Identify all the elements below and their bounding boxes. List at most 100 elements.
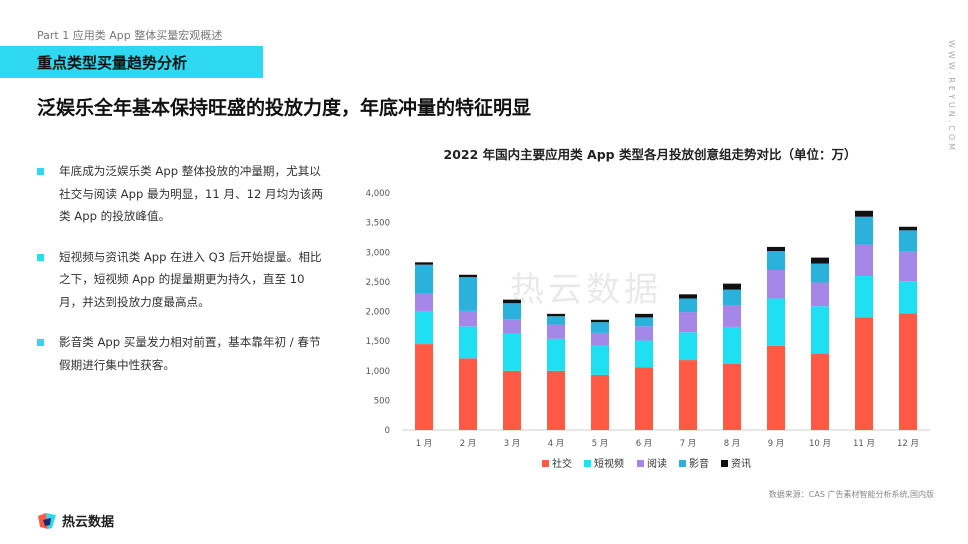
bar-segment — [415, 293, 433, 311]
y-tick-label: 1,000 — [366, 367, 390, 377]
bullet-square-icon — [37, 253, 44, 261]
x-tick-label: 6 月 — [636, 439, 653, 449]
logo: 热云数据 — [37, 511, 114, 530]
bar-segment — [899, 230, 917, 252]
chart-title: 2022 年国内主要应用类 App 类型各月投放创意组走势对比（单位：万） — [443, 147, 857, 162]
bar-segment — [811, 257, 829, 264]
bar-segment — [591, 322, 609, 333]
x-tick-label: 12 月 — [897, 439, 919, 449]
bar-segment — [503, 333, 521, 371]
x-tick-label: 8 月 — [724, 439, 741, 449]
bar-segment — [767, 345, 785, 430]
legend-label: 资讯 — [731, 458, 751, 470]
bar-segment — [811, 306, 829, 354]
y-tick-label: 3,500 — [366, 219, 390, 229]
bar-segment — [547, 313, 565, 317]
bar-segment — [547, 316, 565, 325]
bar-segment — [591, 332, 609, 346]
bullet-square-icon — [37, 339, 44, 346]
x-tick-label: 7 月 — [680, 439, 697, 449]
logo-text: 热云数据 — [62, 515, 115, 530]
bar-segment — [679, 360, 697, 430]
bar-segment — [767, 246, 785, 252]
x-tick-label: 2 月 — [460, 439, 477, 449]
section-title: 重点类型买量趋势分析 — [37, 54, 188, 72]
x-tick-label: 3 月 — [504, 439, 521, 449]
bullet-item: 年底成为泛娱乐类 App 整体投放的冲量期，尤其以社交与阅读 App 最为明显，… — [37, 160, 327, 228]
logo-icon — [38, 512, 56, 529]
bar-segment — [547, 370, 565, 430]
bar-segment — [459, 310, 477, 327]
bar-segment — [679, 294, 697, 299]
legend-label: 阅读 — [647, 457, 667, 470]
bar-segment — [679, 312, 697, 333]
bar-segment — [591, 319, 609, 323]
bar-segment — [723, 304, 741, 327]
bar-segment — [855, 275, 873, 318]
legend-label: 短视频 — [594, 457, 624, 470]
y-tick-label: 0 — [385, 426, 390, 436]
bar-segment — [899, 251, 917, 282]
watermark: 热云数据 — [510, 270, 662, 310]
bar-segment — [723, 326, 741, 364]
bar-segment — [415, 264, 433, 294]
bar-segment — [767, 298, 785, 346]
bullet-square-icon — [37, 168, 44, 175]
legend-swatch — [721, 460, 728, 467]
bar-segment — [855, 216, 873, 245]
bar-segment — [899, 281, 917, 314]
bar-segment — [899, 313, 917, 430]
bullet-text: 短视频与资讯类 App 在进入 Q3 后开始提量。相比之下，短视频 App 的提… — [59, 249, 322, 309]
bar-segment — [855, 210, 873, 217]
bullet-item: 影音类 App 买量发力相对前置，基本靠年初 / 春节假期进行集中性获客。 — [37, 331, 327, 376]
bar-segment — [591, 374, 609, 430]
bar-segment — [635, 340, 653, 368]
bar-segment — [635, 326, 653, 341]
legend-swatch — [584, 460, 591, 467]
bullet-list: 年底成为泛娱乐类 App 整体投放的冲量期，尤其以社交与阅读 App 最为明显，… — [37, 160, 327, 394]
x-tick-label: 1 月 — [416, 439, 433, 449]
y-tick-label: 4,000 — [366, 189, 390, 199]
x-tick-label: 5 月 — [592, 439, 609, 449]
x-tick-label: 11 月 — [853, 439, 875, 449]
legend-swatch — [542, 460, 549, 467]
bar-segment — [591, 345, 609, 375]
part-label: Part 1 应用类 App 整体买量宏观概述 — [37, 29, 223, 42]
bar-segment — [415, 262, 433, 265]
bullet-text: 年底成为泛娱乐类 App 整体投放的冲量期，尤其以社交与阅读 App 最为明显，… — [59, 164, 323, 223]
bar-segment — [767, 251, 785, 271]
bar-segment — [855, 244, 873, 276]
bar-segment — [679, 298, 697, 313]
bar-segment — [459, 326, 477, 359]
y-tick-label: 1,500 — [366, 337, 390, 347]
bar-segment — [415, 344, 433, 430]
bar-segment — [415, 310, 433, 345]
x-tick-label: 10 月 — [809, 439, 831, 449]
bar-segment — [547, 338, 565, 371]
bar-segment — [459, 358, 477, 430]
y-tick-label: 3,000 — [366, 248, 390, 258]
x-tick-label: 9 月 — [768, 439, 785, 449]
legend-swatch — [679, 460, 686, 467]
bar-segment — [459, 274, 477, 278]
headline: 泛娱乐全年基本保持旺盛的投放力度，年底冲量的特征明显 — [37, 97, 532, 119]
bar-segment — [723, 289, 741, 305]
bar-segment — [811, 282, 829, 307]
bullet-text: 影音类 App 买量发力相对前置，基本靠年初 / 春节假期进行集中性获客。 — [59, 335, 321, 372]
bar-segment — [811, 263, 829, 283]
bar-segment — [811, 353, 829, 430]
bar-segment — [503, 303, 521, 320]
bar-segment — [679, 332, 697, 361]
bullet-item: 短视频与资讯类 App 在进入 Q3 后开始提量。相比之下，短视频 App 的提… — [37, 246, 327, 314]
y-tick-label: 500 — [374, 396, 390, 406]
x-tick-label: 4 月 — [548, 439, 565, 449]
bar-segment — [459, 277, 477, 311]
section-title-bar: 重点类型买量趋势分析 — [0, 46, 263, 78]
bar-segment — [503, 299, 521, 304]
bar-segment — [547, 324, 565, 339]
stacked-bar-chart: 0 500 1,000 1,500 2,000 2,500 3,000 3,500 4,000 1… — [366, 189, 930, 470]
source-note: 数据来源：CAS 广告素材智能分析系统,国内版 — [768, 490, 934, 499]
bar-segment — [635, 313, 653, 318]
bar-segment — [767, 270, 785, 299]
bar-segment — [855, 317, 873, 430]
